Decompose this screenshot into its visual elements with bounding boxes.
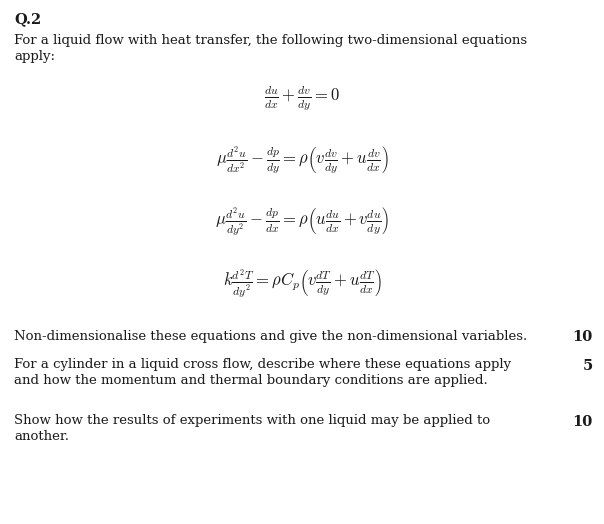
- Text: 10: 10: [573, 415, 593, 429]
- Text: and how the momentum and thermal boundary conditions are applied.: and how the momentum and thermal boundar…: [14, 374, 488, 387]
- Text: $k \frac{d^{2}T}{dy^{2}} = \rho C_{p} \left( v \frac{dT}{dy} + u \frac{dT}{dx} \: $k \frac{d^{2}T}{dy^{2}} = \rho C_{p} \l…: [223, 268, 381, 300]
- Text: For a liquid flow with heat transfer, the following two-dimensional equations: For a liquid flow with heat transfer, th…: [14, 34, 527, 47]
- Text: $\frac{du}{dx} + \frac{dv}{dy} = 0$: $\frac{du}{dx} + \frac{dv}{dy} = 0$: [264, 83, 340, 113]
- Text: Q.2: Q.2: [14, 12, 41, 26]
- Text: Show how the results of experiments with one liquid may be applied to: Show how the results of experiments with…: [14, 414, 490, 427]
- Text: apply:: apply:: [14, 50, 55, 63]
- Text: 5: 5: [583, 359, 593, 373]
- Text: $\mu \frac{d^{2}u}{dy^{2}} - \frac{dp}{dx} = \rho \left( u \frac{du}{dx} + v \fr: $\mu \frac{d^{2}u}{dy^{2}} - \frac{dp}{d…: [215, 206, 389, 238]
- Text: another.: another.: [14, 430, 69, 443]
- Text: 10: 10: [573, 330, 593, 344]
- Text: $\mu \frac{d^{2}u}{dx^{2}} - \frac{dp}{dy} = \rho \left( v \frac{dv}{dy} + u \fr: $\mu \frac{d^{2}u}{dx^{2}} - \frac{dp}{d…: [216, 144, 388, 176]
- Text: For a cylinder in a liquid cross flow, describe where these equations apply: For a cylinder in a liquid cross flow, d…: [14, 358, 511, 371]
- Text: Non-dimensionalise these equations and give the non-dimensional variables.: Non-dimensionalise these equations and g…: [14, 330, 527, 343]
